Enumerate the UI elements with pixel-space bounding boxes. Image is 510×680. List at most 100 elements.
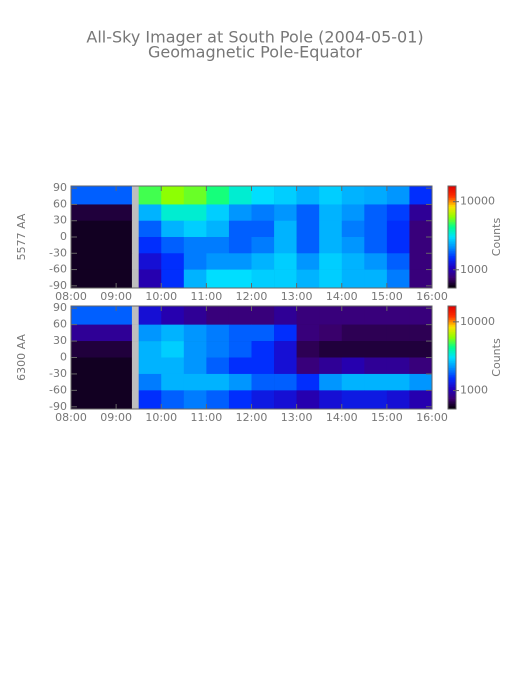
colorbar-swatch xyxy=(448,396,456,399)
colorbar-swatch xyxy=(448,275,456,279)
colorbar-swatch xyxy=(448,326,456,329)
heatmap-cell xyxy=(319,253,343,270)
heatmap-cell xyxy=(161,253,185,270)
colorbar-swatch xyxy=(448,219,456,222)
heatmap-cell xyxy=(228,237,252,254)
colorbar-swatch xyxy=(448,277,456,280)
heatmap-cell xyxy=(131,269,139,289)
colorbar-swatch xyxy=(448,358,456,362)
heatmap-cell xyxy=(138,324,162,342)
colorbar-swatch xyxy=(448,243,456,246)
heatmap-cell xyxy=(409,357,433,375)
colorbar-swatch xyxy=(448,202,456,205)
heatmap-cell xyxy=(138,269,162,289)
heatmap-cell xyxy=(206,220,230,238)
heatmap-cell xyxy=(251,269,275,289)
heatmap-cell xyxy=(131,237,139,254)
colorbar-swatch xyxy=(448,201,456,204)
colorbar-swatch xyxy=(448,316,456,319)
heatmap-cell xyxy=(161,220,185,238)
heatmap-cell xyxy=(319,306,343,325)
heatmap-cell xyxy=(138,357,162,375)
heatmap-cell xyxy=(228,390,252,410)
y-tick-label: 60 xyxy=(53,318,67,331)
heatmap-cell xyxy=(364,357,388,375)
colorbar-swatch xyxy=(448,388,456,391)
heatmap-cell xyxy=(341,357,365,375)
colorbar-swatch xyxy=(448,355,456,358)
y-tick-label: 0 xyxy=(60,230,67,243)
colorbar-swatch xyxy=(448,231,456,234)
heatmap-cell xyxy=(319,269,343,289)
colorbar-swatch xyxy=(448,324,456,327)
heatmap-cell xyxy=(386,306,410,325)
colorbar-swatch xyxy=(448,405,456,408)
colorbar-swatch xyxy=(448,403,456,406)
heatmap-cell xyxy=(274,341,297,358)
heatmap-cell xyxy=(138,186,162,205)
colorbar-swatch xyxy=(448,367,456,370)
heatmap-cell xyxy=(161,306,185,325)
colorbar-swatch xyxy=(448,384,456,387)
heatmap-cell xyxy=(251,186,275,205)
x-tick-label: 15:00 xyxy=(371,290,403,303)
colorbar-swatch xyxy=(448,199,456,202)
heatmap-cell xyxy=(341,324,365,342)
colorbar-swatch xyxy=(448,250,456,253)
heatmap-cell xyxy=(386,204,410,222)
heatmap-cell xyxy=(364,204,388,222)
colorbar-swatch xyxy=(448,340,456,343)
heatmap-cell xyxy=(183,204,207,222)
colorbar-swatch xyxy=(448,224,456,228)
colorbar-swatch xyxy=(448,336,456,339)
colorbar-swatch xyxy=(448,406,456,410)
colorbar-label: Counts xyxy=(490,218,503,257)
heatmap-cell xyxy=(71,341,133,358)
y-tick-label: -30 xyxy=(49,367,67,380)
heatmap-cell xyxy=(138,237,162,254)
heatmap-cell xyxy=(206,357,230,375)
colorbar-swatch xyxy=(448,345,456,348)
colorbar-swatch xyxy=(448,365,456,369)
colorbar-swatch xyxy=(448,307,456,310)
x-tick-label: 15:00 xyxy=(371,411,403,424)
colorbar-swatch xyxy=(448,353,456,357)
colorbar-swatch xyxy=(448,391,456,394)
colorbar-swatch xyxy=(448,321,456,324)
colorbar-swatch xyxy=(448,185,456,188)
colorbar-swatch xyxy=(448,280,456,284)
colorbar-swatch xyxy=(448,360,456,363)
y-axis-label: 6300 AA xyxy=(15,334,28,381)
colorbar-swatch xyxy=(448,352,456,355)
heatmap-cell xyxy=(183,324,207,342)
colorbar-label: Counts xyxy=(490,338,503,377)
heatmap-cell xyxy=(183,341,207,358)
colorbar-tick-label: 1000 xyxy=(460,263,488,276)
colorbar-swatch xyxy=(448,343,456,346)
heatmap-cell xyxy=(131,357,139,375)
heatmap-cell xyxy=(274,253,297,270)
heatmap-cell xyxy=(251,357,275,375)
heatmap-cell xyxy=(71,324,133,342)
heatmap-cell xyxy=(319,220,343,238)
colorbar-swatch xyxy=(448,257,456,260)
heatmap-cell xyxy=(251,220,275,238)
colorbar-swatch xyxy=(448,262,456,265)
colorbar-swatch xyxy=(448,270,456,273)
colorbar-swatch xyxy=(448,350,456,353)
colorbar-swatch xyxy=(448,204,456,207)
heatmap-cell xyxy=(131,186,139,205)
x-tick-label: 16:00 xyxy=(416,411,448,424)
heatmap-cell xyxy=(228,324,252,342)
heatmap-cell xyxy=(228,204,252,222)
heatmap-cell xyxy=(364,253,388,270)
colorbar-swatch xyxy=(448,229,456,233)
colorbar-swatch xyxy=(448,255,456,258)
heatmap-cell xyxy=(228,306,252,325)
heatmap-cell xyxy=(131,341,139,358)
heatmap-cell xyxy=(341,373,365,391)
heatmap-cell xyxy=(386,237,410,254)
colorbar-swatch xyxy=(448,362,456,365)
colorbar-swatch xyxy=(448,253,456,256)
colorbar-swatch xyxy=(448,212,456,216)
